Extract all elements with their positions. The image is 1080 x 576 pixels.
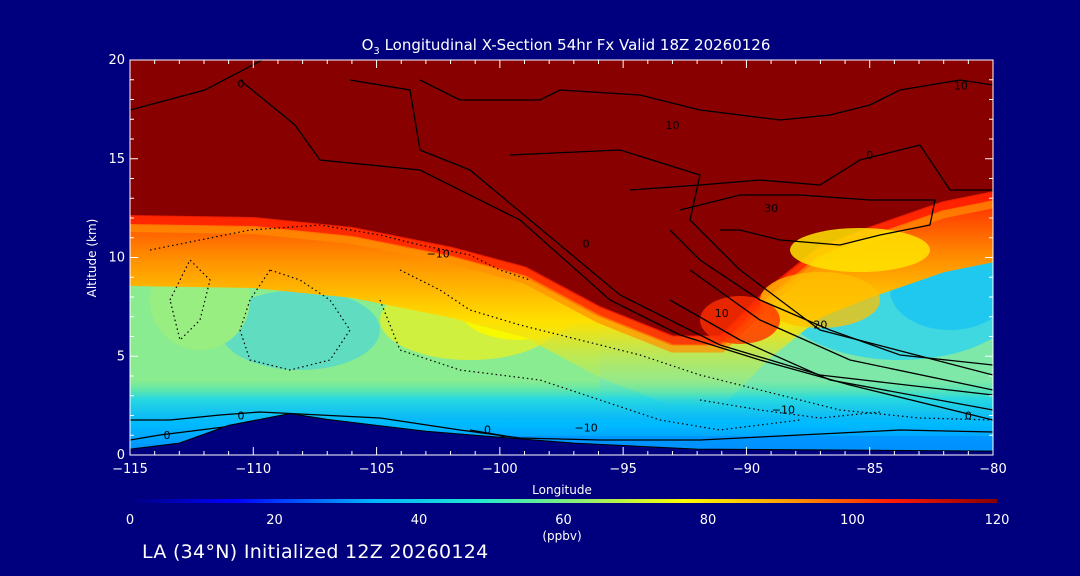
contour-line [149,224,531,281]
x-tick-label: −80 [979,462,1006,477]
x-axis-label: Longitude [532,483,592,497]
contour-line [679,194,936,246]
colorbar [130,499,997,503]
title-subscript: 3 [373,46,379,57]
terrain [130,412,993,455]
contour-line [349,79,993,396]
contour-line [509,149,993,376]
y-tick-label: 10 [108,251,125,266]
y-axis: 0 5 10 15 20 [108,53,993,463]
field-patch [790,228,930,272]
contour-label: 0 [237,78,244,91]
contour-labels: 0 10 10 0 30 0 −10 10 20 −10 −10 0 0 0 0 [163,78,971,443]
contour-label: 10 [954,80,968,93]
contour-lines [130,60,993,443]
contour-line [689,269,993,391]
contour-label: −10 [427,248,450,261]
contour-line [669,229,993,366]
y-tick-label: 0 [117,448,125,463]
x-tick-label: −110 [235,462,271,477]
contour-line [699,399,881,419]
colorbar-unit: (ppbv) [542,529,581,543]
colorbar-tick-label: 100 [840,513,865,528]
contour-label: 0 [583,238,590,251]
y-axis-label: Altitude (km) [85,219,99,298]
field-patch [700,296,780,344]
contour-label: 10 [715,307,729,320]
chart-title: O3 Longitudinal X-Section 54hr Fx Valid … [362,36,771,57]
stratospheric-ozone [130,60,993,337]
contour-line [130,411,993,441]
contour-line [669,299,993,411]
field-patch [760,272,880,328]
x-tick-label: −105 [359,462,395,477]
contour-label: −10 [575,421,598,434]
contour-line [629,144,993,191]
contour-label: 0 [484,423,491,436]
x-tick-label: −90 [733,462,760,477]
colorbar-tick-label: 80 [700,513,717,528]
colorbar-tick-label: 60 [555,513,572,528]
x-tick-label: −95 [609,462,636,477]
colorbar-tick-label: 0 [126,513,134,528]
footer-label: LA (34°N) Initialized 12Z 20260124 [142,541,489,563]
y-tick-label: 20 [108,53,125,68]
contour-lines-negative [149,224,993,431]
x-tick-label: −115 [112,462,148,477]
colorbar-tick-label: 40 [411,513,428,528]
field-patch [220,290,380,370]
contour-label: 0 [866,149,873,162]
contour-label: 0 [237,409,244,422]
contour-label: 0 [965,409,972,422]
colorbar-ticks: 0 20 40 60 80 100 120 [126,513,1010,528]
contour-line [130,424,241,441]
y-tick-label: 15 [108,152,125,167]
title-main: O [362,36,374,54]
y-tick-label: 5 [117,349,125,364]
contour-label: 20 [813,319,827,332]
contour-line [419,79,993,121]
contour-line [130,60,263,111]
x-tick-label: −85 [856,462,883,477]
x-tick-label: −100 [482,462,518,477]
contour-label: −10 [772,404,795,417]
contour-line [239,79,993,421]
contour-label: 0 [163,429,170,442]
contour-line [399,269,993,421]
contour-label: 30 [764,202,778,215]
title-rest: Longitudinal X-Section 54hr Fx Valid 18Z… [380,36,771,54]
contour-line [379,299,801,431]
ozone-field: 0 10 10 0 30 0 −10 10 20 −10 −10 0 0 0 0 [130,60,993,455]
x-axis: −115 −110 −105 −100 −95 −90 −85 −80 [112,60,1007,477]
colorbar-tick-label: 120 [985,513,1010,528]
contour-line [169,258,211,342]
colorbar-tick-label: 20 [266,513,283,528]
contour-label: 10 [665,119,679,132]
